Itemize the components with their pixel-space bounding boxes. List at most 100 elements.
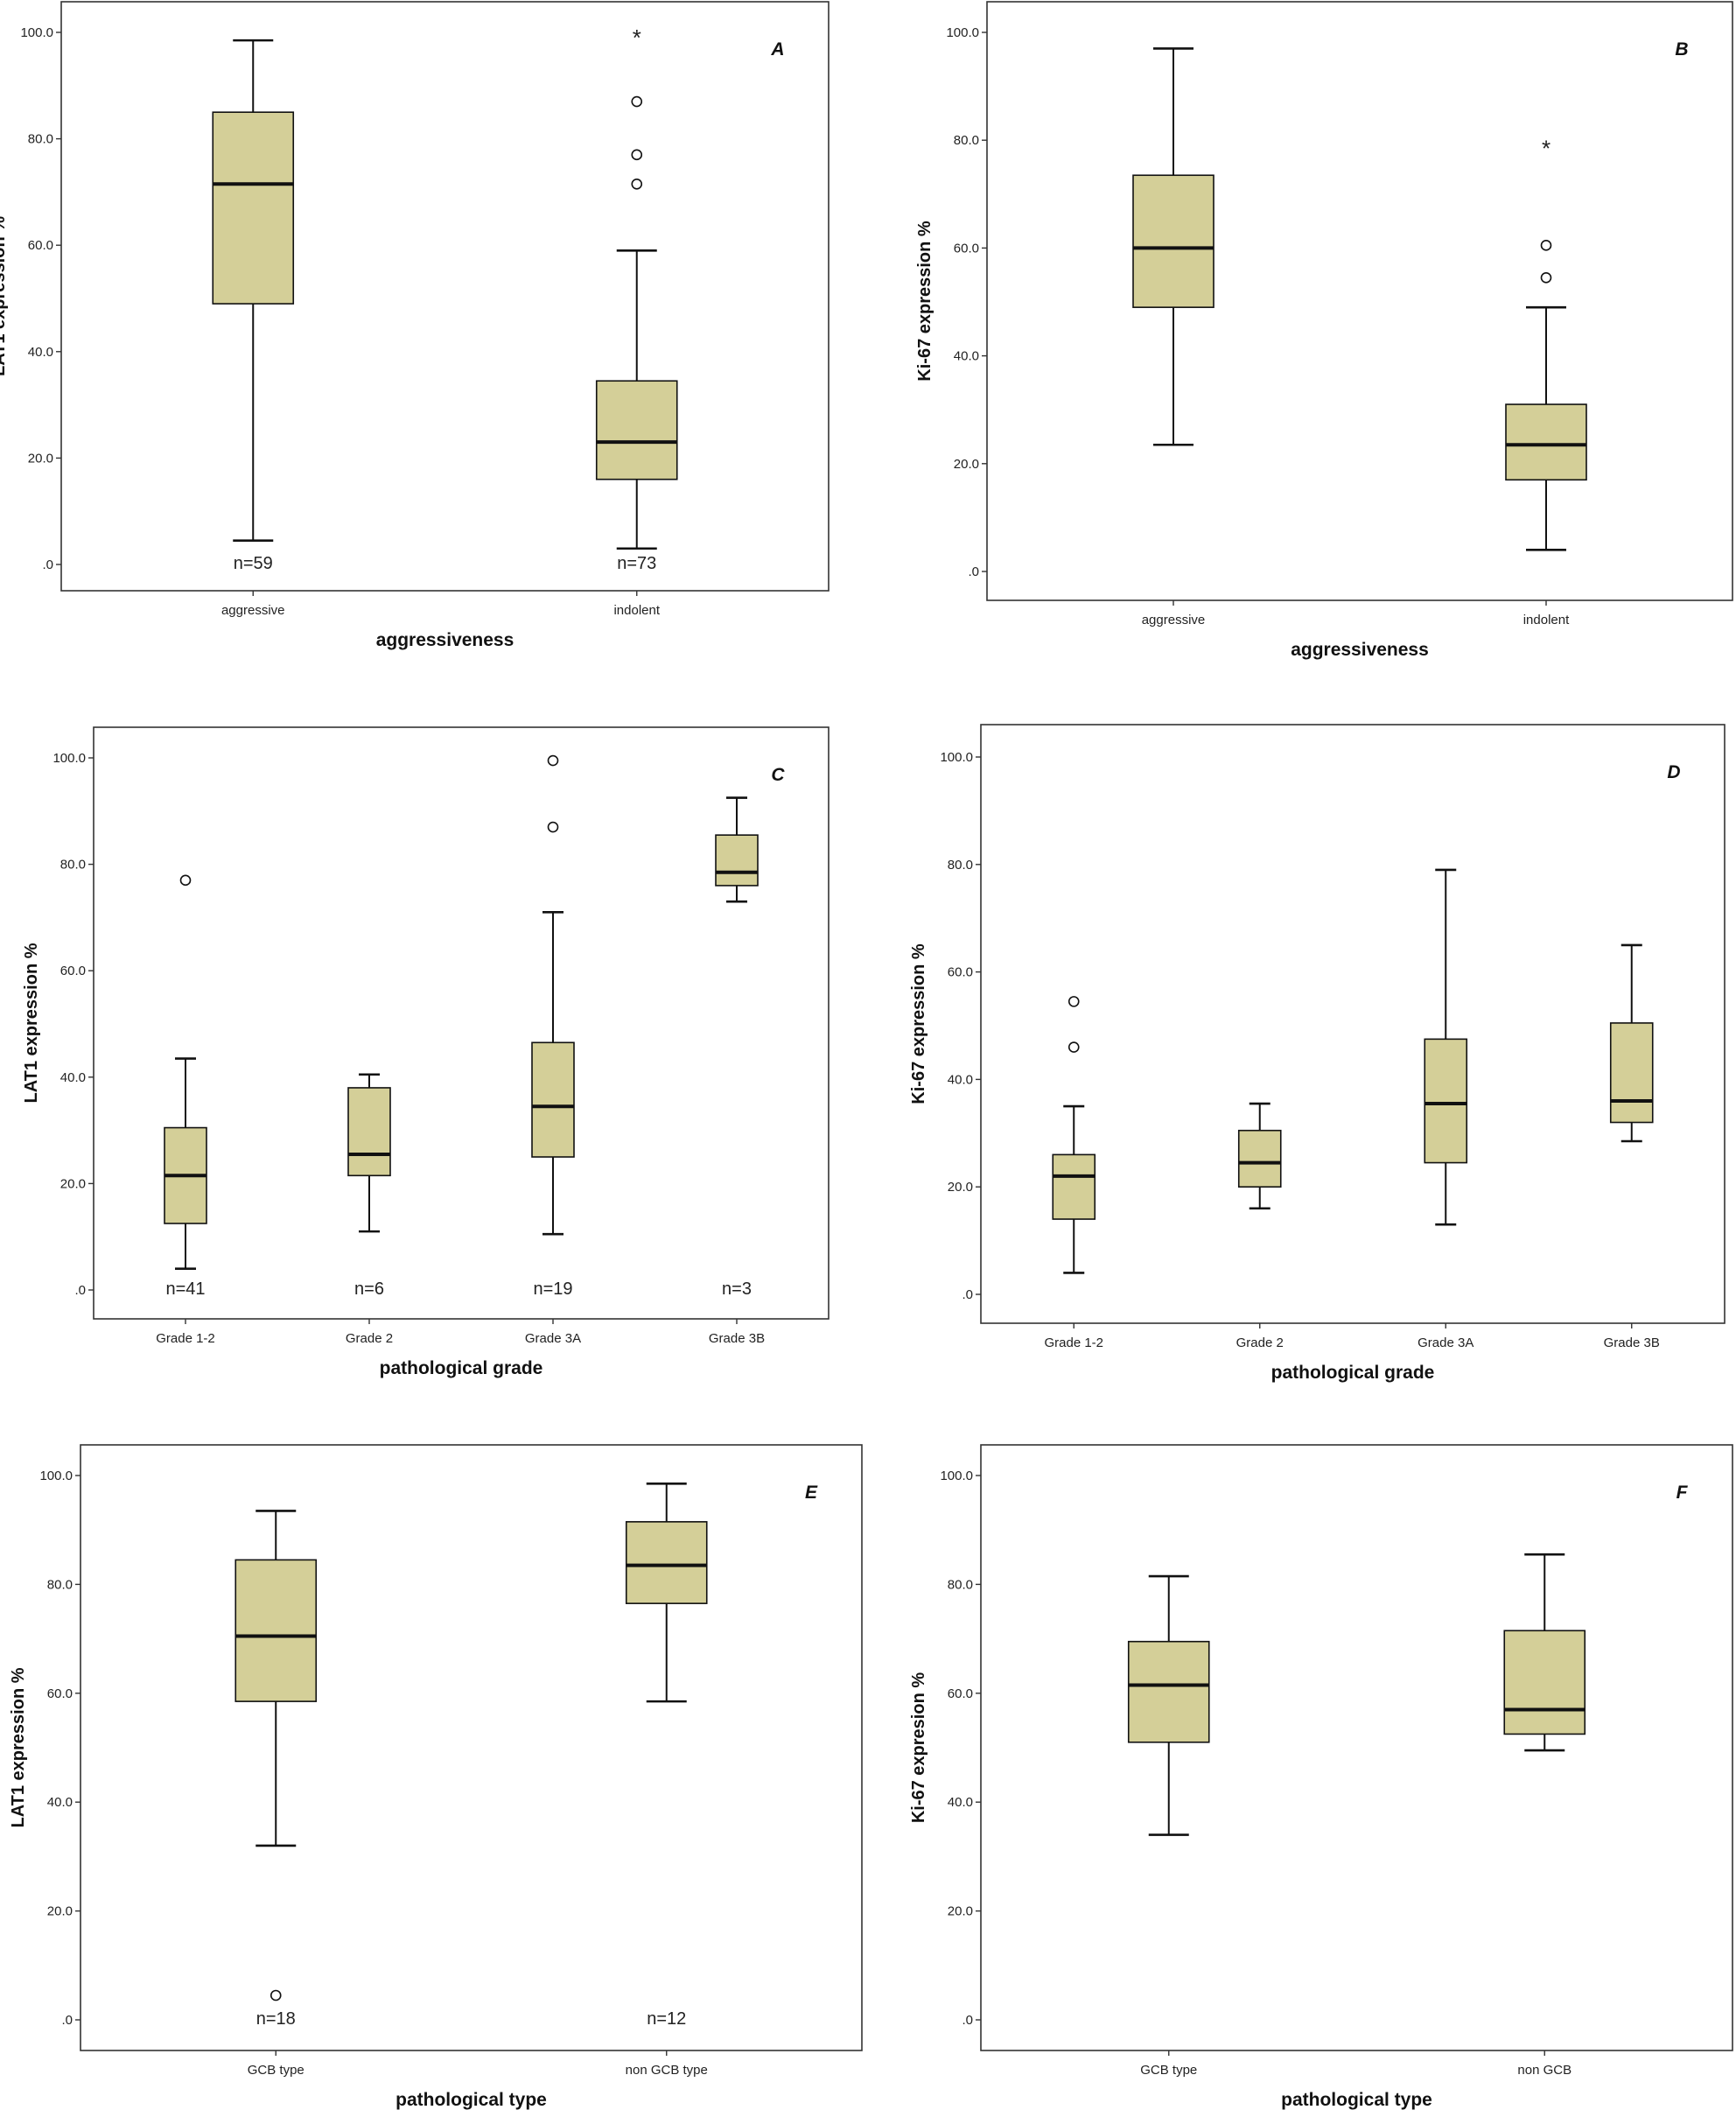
y-tick-label: 20.0 (47, 1904, 73, 1919)
iqr-box (1503, 1630, 1586, 1735)
box-1: Grade 1-2 n=41 (156, 874, 215, 1346)
extreme-point: * (1542, 135, 1550, 161)
outlier-point (179, 874, 192, 887)
iqr-box (1424, 1038, 1468, 1164)
panel-f: .0 20.0 40.0 60.0 80.0 100.0 Ki-67 expresion %… (909, 1444, 1733, 2110)
box-2: non GCB type n=12 (626, 1483, 708, 2078)
category-label: Grade 1-2 (1044, 1335, 1103, 1350)
outlier-point (1540, 271, 1552, 284)
box-2: Grade 2 n=6 (346, 1073, 393, 1346)
plot-frame (986, 1, 1733, 601)
panel-b: .0 20.0 40.0 60.0 80.0 100.0 Ki-67 expression … (915, 1, 1733, 660)
box-4: Grade 3B n=3 (709, 796, 765, 1346)
category-label: non GCB type (626, 2063, 708, 2078)
y-tick-label: 60.0 (948, 965, 973, 980)
y-axis-label: LAT1 expression % (9, 1667, 28, 1827)
box-3: Grade 3A n=19 (525, 754, 581, 1346)
y-tick-label: 60.0 (28, 238, 53, 253)
outlier-point (1068, 1041, 1080, 1053)
y-tick-label: 40.0 (948, 1795, 973, 1810)
y-tick-label: .0 (968, 564, 979, 579)
outlier-point (631, 178, 643, 190)
plot-frame (980, 724, 1726, 1324)
y-tick-label: 40.0 (948, 1072, 973, 1087)
y-axis-label: LAT1 expression % (22, 943, 41, 1103)
y-tick-label: 20.0 (28, 451, 53, 466)
category-label: Grade 3A (525, 1331, 581, 1346)
sample-size-label: n=3 (722, 1279, 752, 1299)
sample-size-label: n=73 (617, 554, 656, 573)
plot-frame (93, 726, 830, 1320)
category-label: indolent (1523, 613, 1570, 627)
category-label: Grade 2 (346, 1331, 393, 1346)
iqr-box (1132, 174, 1214, 308)
box-4: Grade 3B (1604, 943, 1660, 1350)
y-tick-label: 100.0 (940, 1469, 973, 1483)
panel-e: .0 20.0 40.0 60.0 80.0 100.0 LAT1 expression %… (9, 1444, 863, 2110)
panel-letter: F (1676, 1483, 1689, 1503)
y-tick-label: 60.0 (954, 241, 979, 256)
box-2: indolent * n=73 (595, 25, 678, 618)
y-tick-label: .0 (42, 557, 53, 572)
plot-frame (60, 1, 830, 592)
y-tick-label: 100.0 (52, 751, 86, 766)
panel-letter: B (1675, 39, 1688, 60)
outlier-point (1540, 240, 1552, 251)
y-axis-label: Ki-67 expression % (909, 943, 928, 1104)
sample-size-label: n=12 (647, 2009, 686, 2029)
plot-frame (80, 1444, 863, 2051)
outlier-point (631, 95, 643, 108)
y-tick-label: 80.0 (60, 858, 86, 873)
outlier-point (270, 1989, 282, 2001)
iqr-box (234, 1559, 318, 1702)
iqr-box (1237, 1129, 1282, 1188)
iqr-box (595, 380, 678, 480)
iqr-box (1127, 1640, 1210, 1743)
category-label: Grade 1-2 (156, 1331, 215, 1346)
y-tick-label: 20.0 (954, 457, 979, 472)
y-tick-label: 20.0 (60, 1176, 86, 1191)
y-axis-label: Ki-67 expresion % (909, 1672, 928, 1824)
iqr-box (347, 1087, 391, 1177)
y-tick-label: 60.0 (60, 964, 86, 978)
panel-c: .0 20.0 40.0 60.0 80.0 100.0 LAT1 expression %… (22, 726, 830, 1378)
box-1: aggressive n=59 (212, 39, 295, 618)
y-tick-label: 20.0 (948, 1904, 973, 1919)
y-tick-label: .0 (74, 1283, 86, 1298)
y-tick-label: 80.0 (47, 1577, 73, 1592)
y-tick-label: .0 (962, 1287, 973, 1302)
y-tick-label: 40.0 (60, 1070, 86, 1085)
y-tick-label: 60.0 (47, 1686, 73, 1701)
iqr-box (715, 834, 759, 887)
x-axis-label: pathological type (396, 2090, 547, 2110)
iqr-box (1609, 1022, 1654, 1124)
y-tick-label: 80.0 (28, 132, 53, 147)
category-label: aggressive (1142, 613, 1206, 627)
box-2: non GCB (1503, 1553, 1586, 2078)
y-tick-label: 40.0 (47, 1795, 73, 1810)
y-tick-label: 100.0 (20, 25, 53, 40)
box-2: Grade 2 (1236, 1102, 1284, 1350)
category-label: GCB type (1140, 2063, 1197, 2078)
y-tick-label: 100.0 (940, 750, 973, 765)
y-tick-label: 100.0 (946, 25, 979, 40)
iqr-box (1505, 403, 1587, 481)
iqr-box (212, 111, 295, 305)
sample-size-label: n=6 (354, 1279, 384, 1299)
y-axis-label: LAT1 expression % (0, 216, 9, 376)
x-axis-label: pathological grade (1271, 1363, 1435, 1383)
iqr-box (531, 1041, 575, 1158)
box-1: Grade 1-2 (1044, 996, 1103, 1350)
box-3: Grade 3A (1418, 868, 1474, 1350)
box-1: GCB type (1127, 1574, 1210, 2078)
category-label: Grade 3B (1604, 1335, 1660, 1350)
x-axis-label: aggressiveness (1291, 640, 1429, 660)
outlier-point (547, 821, 559, 833)
category-label: Grade 3B (709, 1331, 765, 1346)
extreme-point: * (633, 25, 641, 51)
panel-letter: D (1667, 762, 1680, 782)
iqr-box (625, 1521, 708, 1604)
panel-a: .0 20.0 40.0 60.0 80.0 100.0 LAT1 expression %… (0, 1, 830, 650)
y-tick-label: 40.0 (28, 345, 53, 360)
panel-d: .0 20.0 40.0 60.0 80.0 100.0 Ki-67 expression … (909, 724, 1726, 1383)
